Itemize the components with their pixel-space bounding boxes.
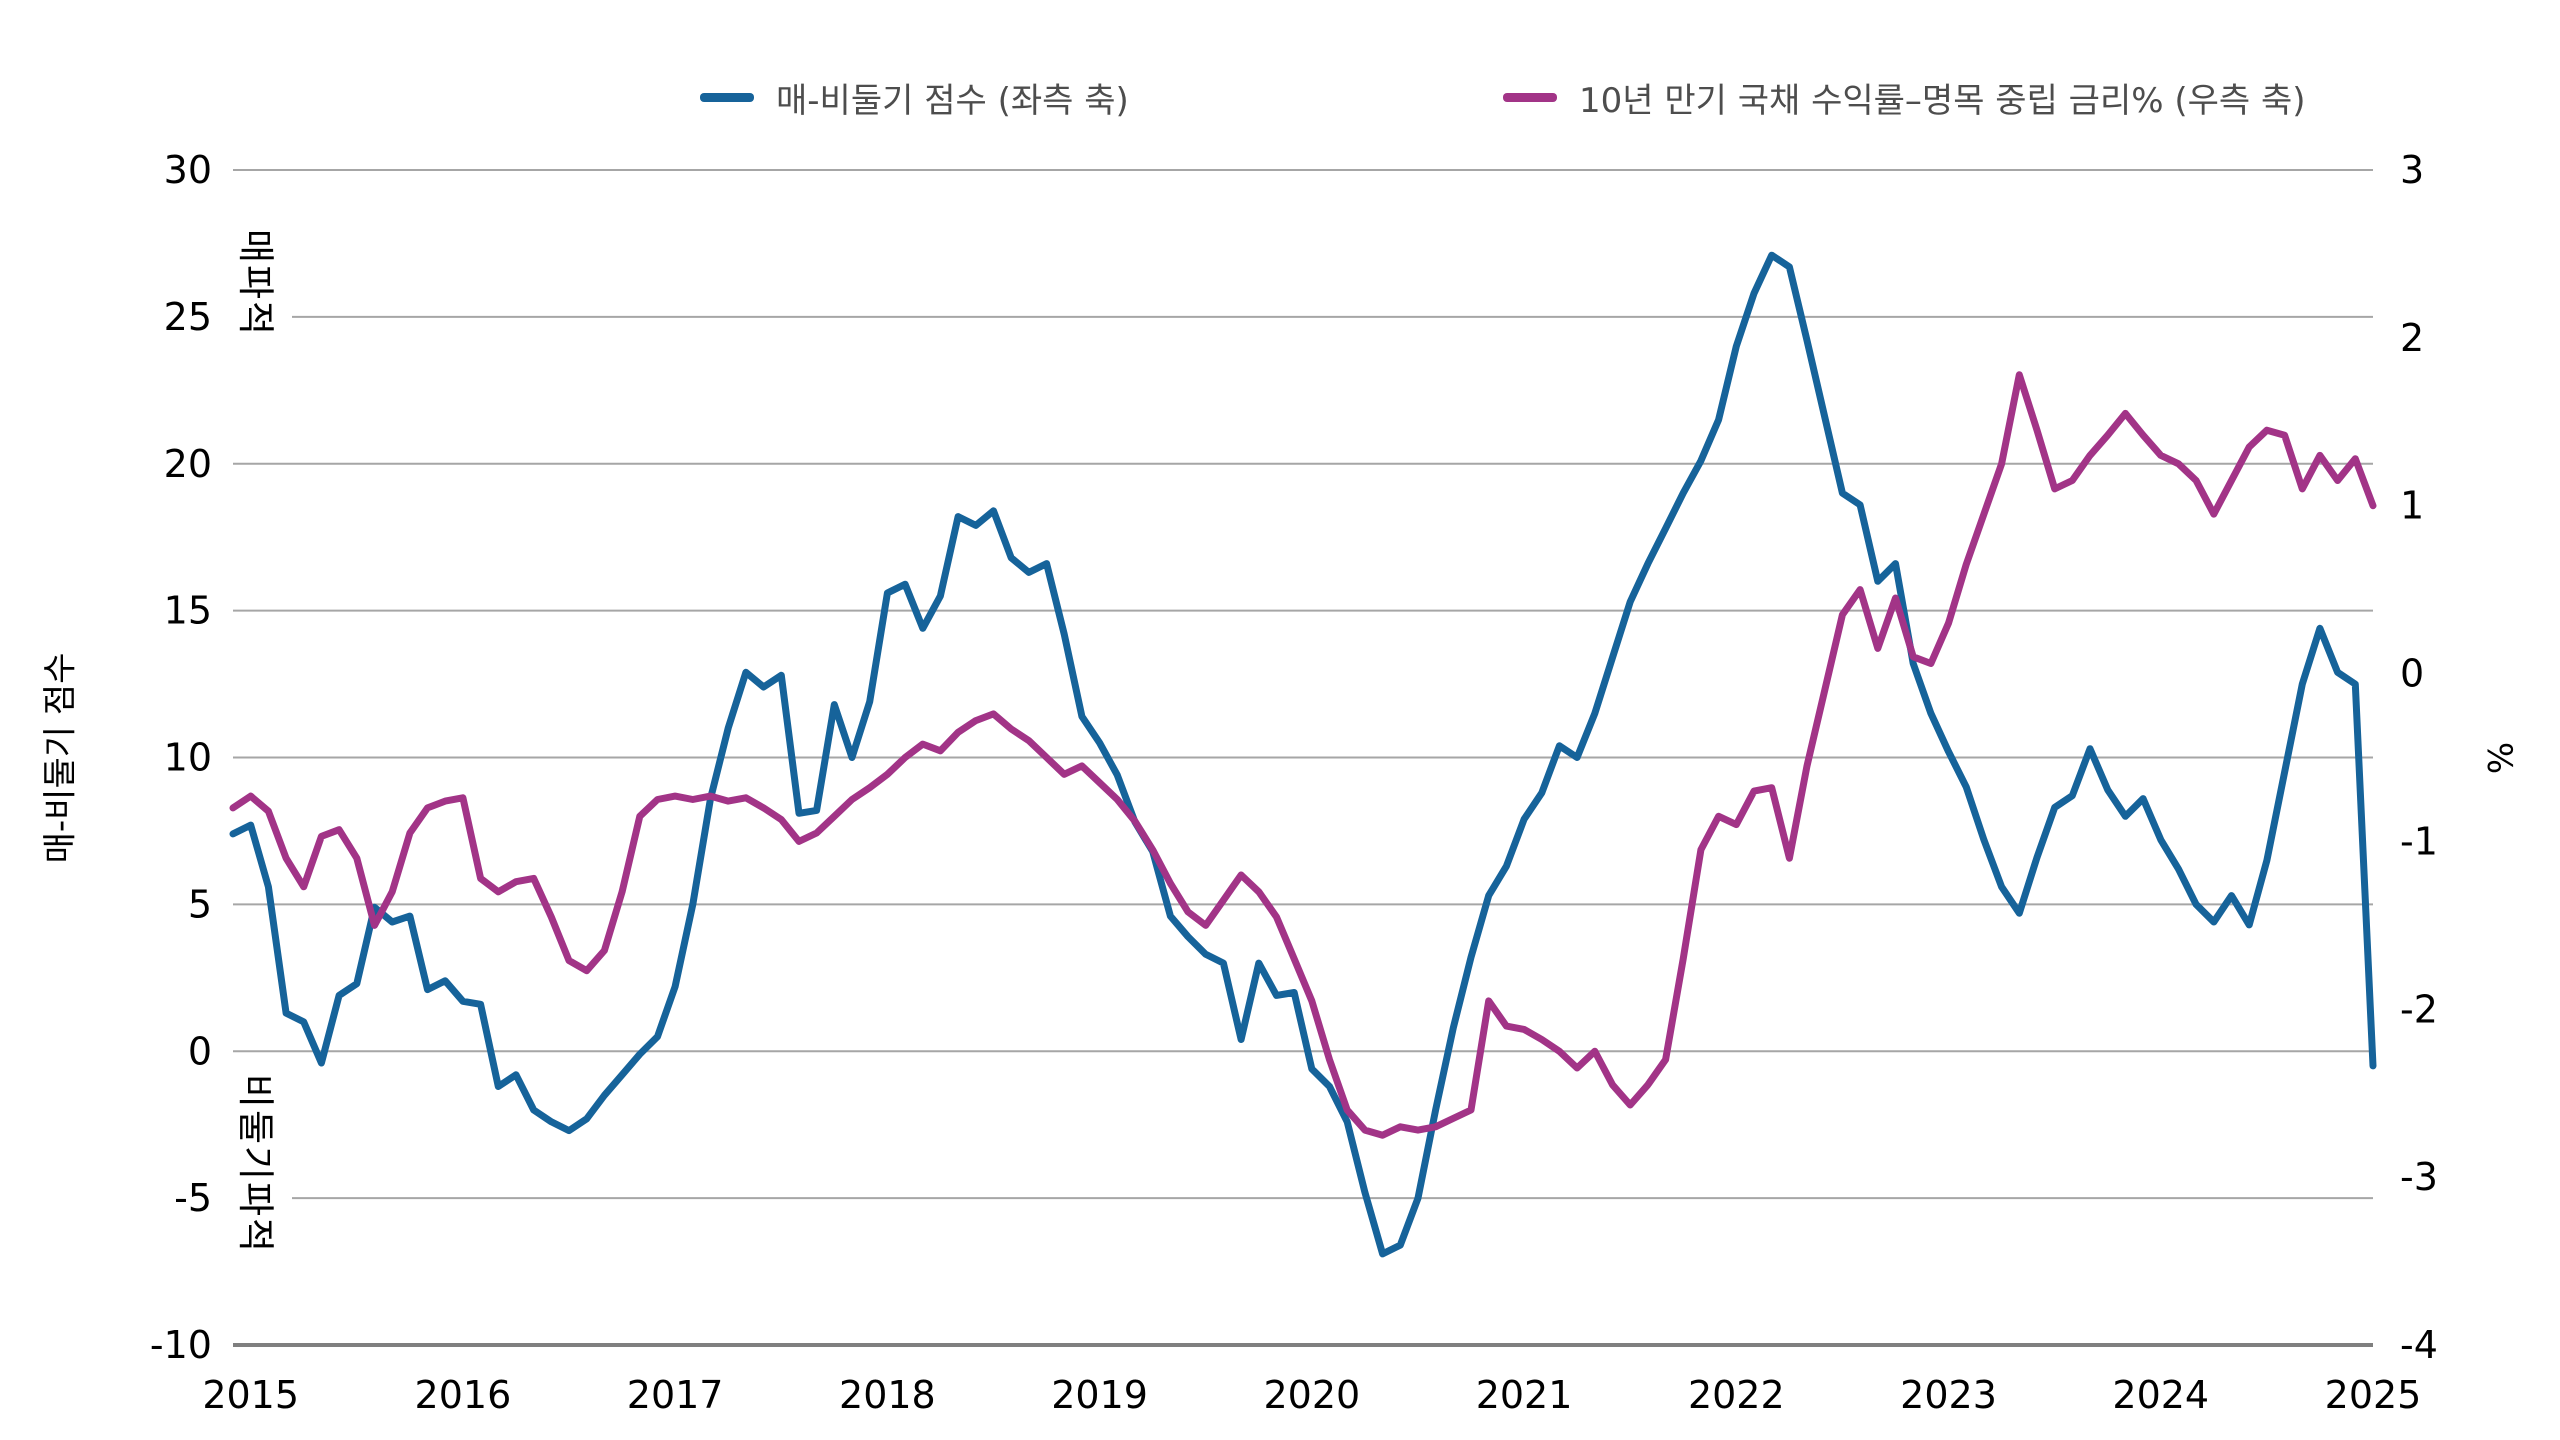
right-tick-label--2: -2 [2400, 987, 2438, 1031]
x-tick-label-2018: 2018 [839, 1373, 936, 1417]
series-line-yield-minus-neutral-rate [229, 371, 2377, 1139]
x-tick-label-2019: 2019 [1051, 1373, 1148, 1417]
x-tick-label-2022: 2022 [1688, 1373, 1785, 1417]
left-tick-label-10: 10 [164, 736, 212, 780]
annotation-dovish-box: 비둘기파적 [226, 1055, 292, 1273]
left-tick-label-0: 0 [188, 1029, 212, 1073]
left-tick-label--10: -10 [150, 1323, 212, 1367]
legend-swatch-score [700, 92, 754, 102]
x-tick-label-2024: 2024 [2112, 1373, 2209, 1417]
legend-swatch-yield-gap [1503, 92, 1557, 102]
legend: 매-비둘기 점수 (좌측 축) 10년 만기 국채 수익률–명목 중립 금리% … [0, 72, 2560, 122]
x-tick-label-2023: 2023 [1900, 1373, 1997, 1417]
x-tick-label-2021: 2021 [1476, 1373, 1573, 1417]
left-axis-title: 매-비둘기 점수 [40, 652, 81, 864]
left-tick-label-15: 15 [164, 589, 212, 633]
x-tick-label-2016: 2016 [415, 1373, 512, 1417]
legend-label-score: 매-비둘기 점수 (좌측 축) [776, 80, 1129, 121]
left-tick-label-20: 20 [164, 442, 212, 486]
right-tick-label--4: -4 [2400, 1323, 2438, 1367]
right-tick-label-1: 1 [2400, 484, 2424, 528]
legend-label-yield-gap: 10년 만기 국채 수익률–명목 중립 금리% (우측 축) [1579, 80, 2306, 121]
annotation-hawkish-label: 매파적 [234, 228, 277, 338]
left-tick-label--5: -5 [174, 1176, 212, 1220]
annotation-dovish-label: 비둘기파적 [234, 1073, 277, 1255]
right-axis-title: % [2479, 741, 2519, 775]
legend-item-yield-gap: 10년 만기 국채 수익률–명목 중립 금리% (우측 축) [1503, 72, 2306, 122]
x-tick-label-2020: 2020 [1263, 1373, 1360, 1417]
series-line-hawk-dove-score [229, 251, 2377, 1258]
left-tick-label-5: 5 [188, 882, 212, 926]
right-tick-label-0: 0 [2400, 652, 2424, 696]
right-tick-label--3: -3 [2400, 1155, 2438, 1199]
right-tick-label-3: 3 [2400, 148, 2424, 192]
legend-item-score: 매-비둘기 점수 (좌측 축) [700, 72, 1129, 122]
x-tick-label-2017: 2017 [627, 1373, 724, 1417]
x-tick-label-2025: 2025 [2325, 1373, 2422, 1417]
right-tick-label--1: -1 [2400, 819, 2438, 863]
left-tick-label-25: 25 [164, 295, 212, 339]
x-tick-label-2015: 2015 [202, 1373, 299, 1417]
right-tick-label-2: 2 [2400, 316, 2424, 360]
left-tick-label-30: 30 [164, 148, 212, 192]
annotation-hawkish-box: 매파적 [226, 208, 292, 358]
